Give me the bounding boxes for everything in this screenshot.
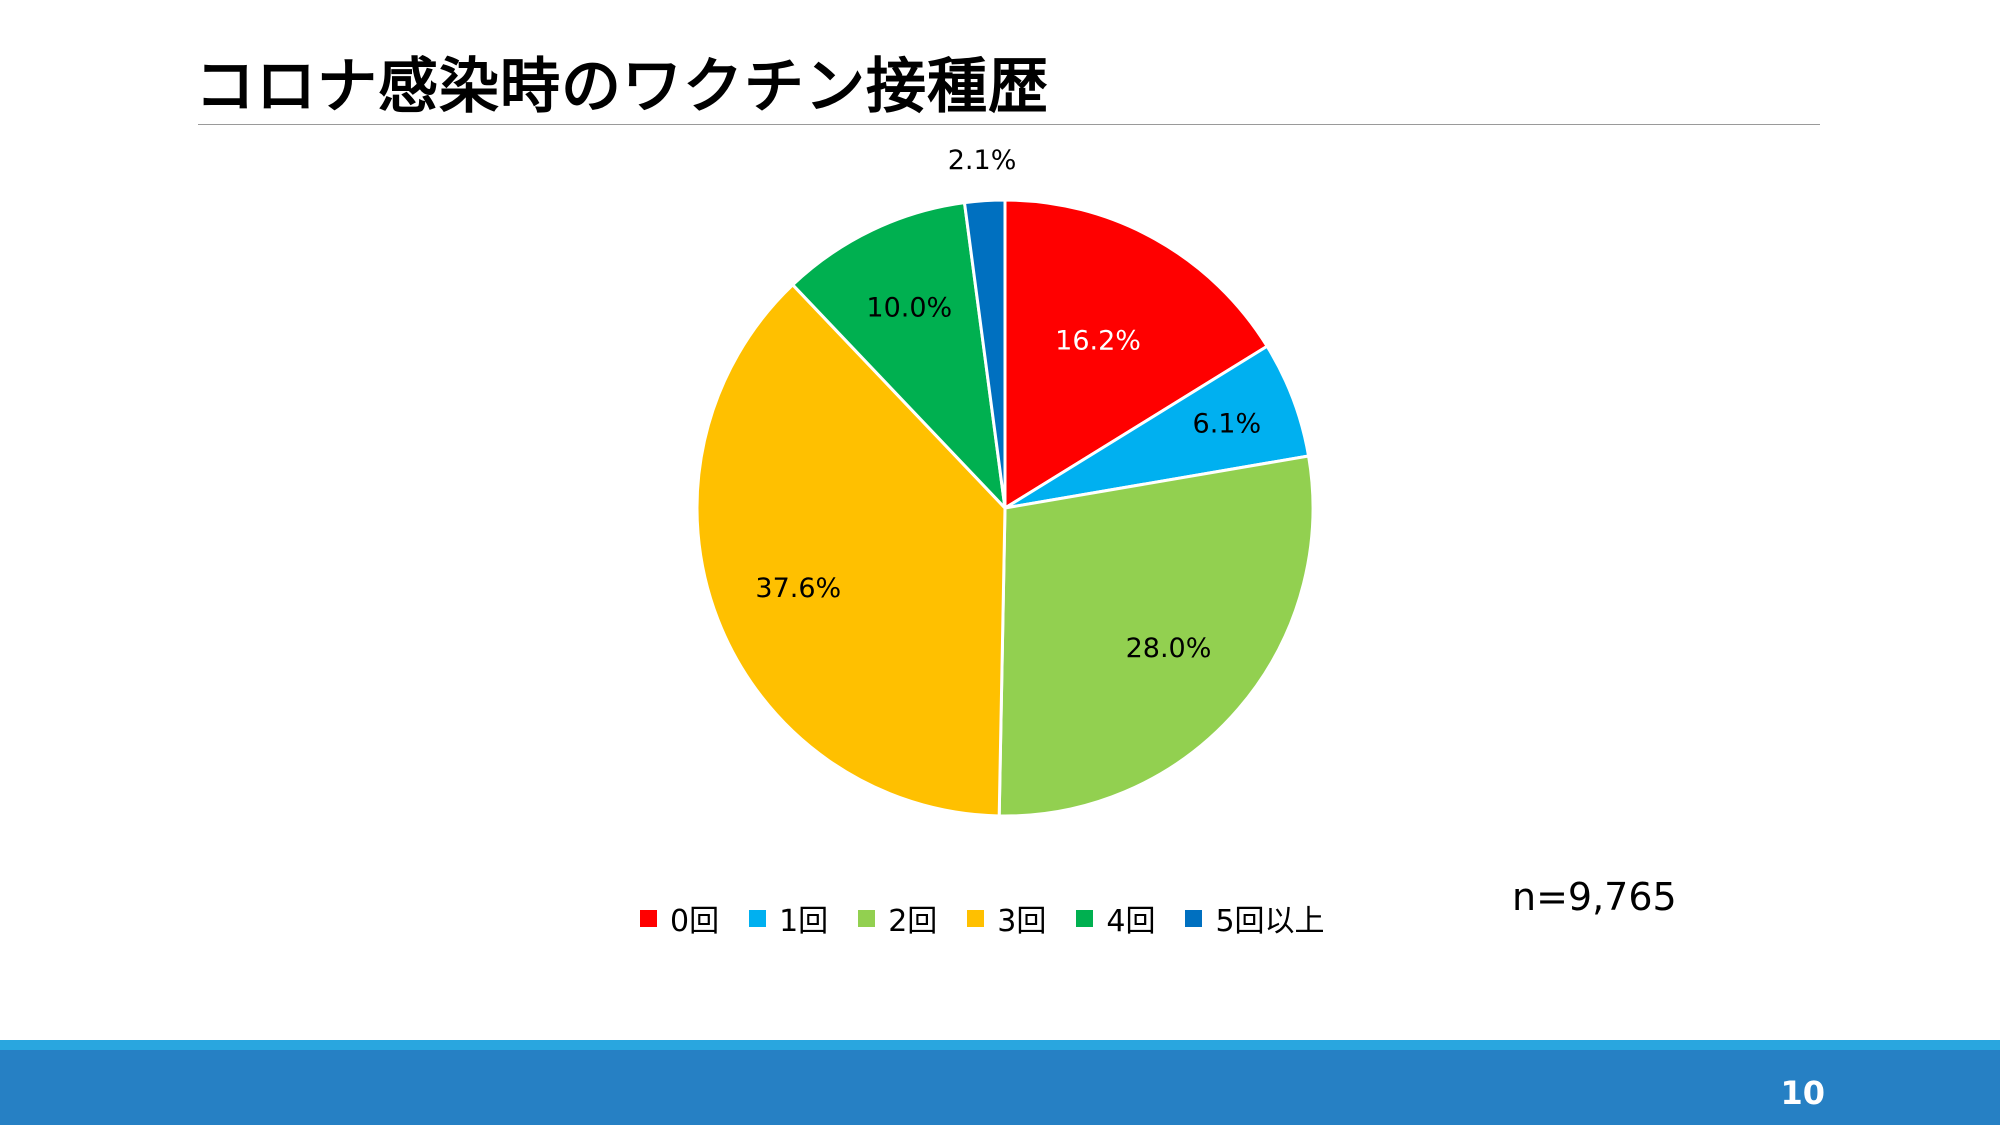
legend-item-0: 0回 — [640, 896, 719, 940]
pie-slice-2 — [997, 454, 1315, 818]
data-label-4: 10.0% — [866, 292, 952, 323]
legend-swatch-5 — [1185, 909, 1203, 927]
legend-label-3: 3回 — [997, 904, 1047, 939]
title-divider — [198, 124, 1820, 125]
data-label-5: 2.1% — [948, 145, 1017, 176]
legend-label-4: 4回 — [1106, 904, 1156, 939]
legend-label-2: 2回 — [888, 904, 938, 939]
legend-swatch-0 — [640, 909, 657, 927]
footer-stripe — [0, 1040, 2000, 1050]
legend-label-1: 1回 — [779, 904, 829, 939]
data-label-1: 6.1% — [1193, 409, 1262, 440]
data-label-0: 16.2% — [1055, 326, 1141, 357]
legend-swatch-2 — [858, 909, 876, 927]
legend-item-4: 4回 — [1076, 896, 1155, 940]
pie-slice-4 — [791, 201, 1007, 510]
legend-label-5: 5回以上 — [1215, 904, 1325, 939]
page-number: 10 — [1780, 1074, 1825, 1112]
legend-label-0: 0回 — [670, 904, 720, 939]
legend-swatch-3 — [967, 909, 985, 927]
pie-slices — [695, 198, 1315, 818]
legend-item-3: 3回 — [967, 896, 1046, 940]
chart-legend: 0回 1回 2回 3回 4回 5回以上 — [640, 896, 1355, 940]
data-label-3: 37.6% — [755, 573, 841, 604]
pie-slice-3 — [695, 283, 1007, 818]
pie-slice-5 — [962, 198, 1007, 510]
pie-slice-0 — [1003, 198, 1269, 510]
slide-title: コロナ感染時のワクチン接種歴 — [195, 52, 1049, 122]
legend-item-1: 1回 — [749, 896, 828, 940]
legend-item-2: 2回 — [858, 896, 937, 940]
legend-swatch-4 — [1076, 909, 1094, 927]
legend-item-5: 5回以上 — [1185, 896, 1325, 940]
footer-bar — [0, 1050, 2000, 1125]
data-label-2: 28.0% — [1126, 633, 1212, 664]
pie-data-labels: 16.2% 6.1% 28.0% 37.6% 10.0% 2.1% — [755, 145, 1261, 664]
legend-swatch-1 — [749, 909, 767, 927]
sample-size-label: n=9,765 — [1512, 875, 1677, 919]
